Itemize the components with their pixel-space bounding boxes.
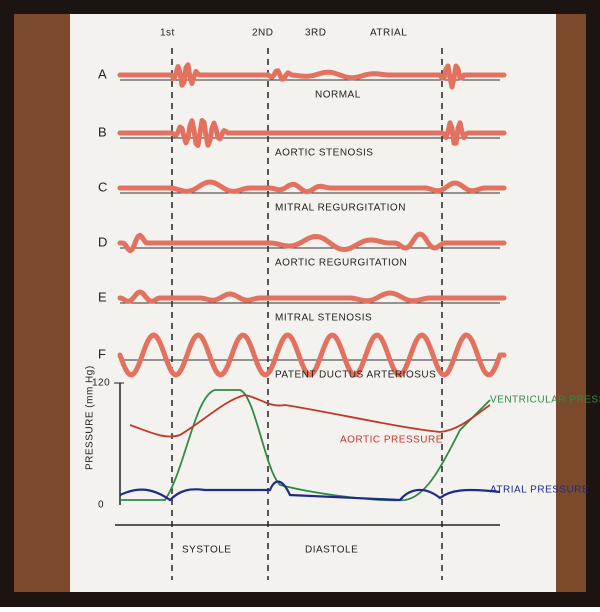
row-label: AORTIC REGURGITATION (275, 258, 407, 269)
row-label: PATENT DUCTUS ARTERIOSUS (275, 370, 436, 381)
tick-label: 120 (92, 378, 110, 389)
aortic-curve (129, 394, 491, 438)
row-label: NORMAL (315, 90, 361, 101)
phase-label: SYSTOLE (182, 545, 231, 556)
yarn-waveform (117, 231, 507, 254)
row-letter: A (98, 66, 107, 81)
yarn-waveform (117, 332, 507, 378)
sound-label: 1st (160, 28, 175, 39)
tick-label: 0 (98, 500, 104, 511)
row-label: AORTIC STENOSIS (275, 148, 373, 159)
curve-label: ATRIAL PRESSURE (490, 485, 589, 496)
axis-label: PRESSURE (mm Hg) (85, 365, 96, 470)
sound-label: 2ND (252, 28, 274, 39)
row-label: MITRAL STENOSIS (275, 313, 372, 324)
row-letter: F (98, 346, 106, 361)
dividers (171, 48, 443, 580)
row-letter: E (98, 289, 107, 304)
yarn-waveform (117, 62, 507, 90)
curve-label: AORTIC PRESSURE (340, 435, 443, 446)
ventricular-curve (120, 389, 491, 502)
phase-label: DIASTOLE (305, 545, 358, 556)
row-letter: C (98, 179, 108, 194)
sound-label: 3RD (305, 28, 327, 39)
row-letter: B (98, 124, 107, 139)
yarn-waveform (117, 118, 507, 148)
yarn-waveform (117, 179, 507, 195)
row-letter: D (98, 234, 108, 249)
sound-label: ATRIAL (370, 28, 407, 39)
curve-label: VENTRICULAR PRESSURE (490, 395, 600, 406)
atrial-curve (119, 480, 501, 502)
yarn-waveform (117, 289, 507, 304)
row-label: MITRAL REGURGITATION (275, 203, 406, 214)
